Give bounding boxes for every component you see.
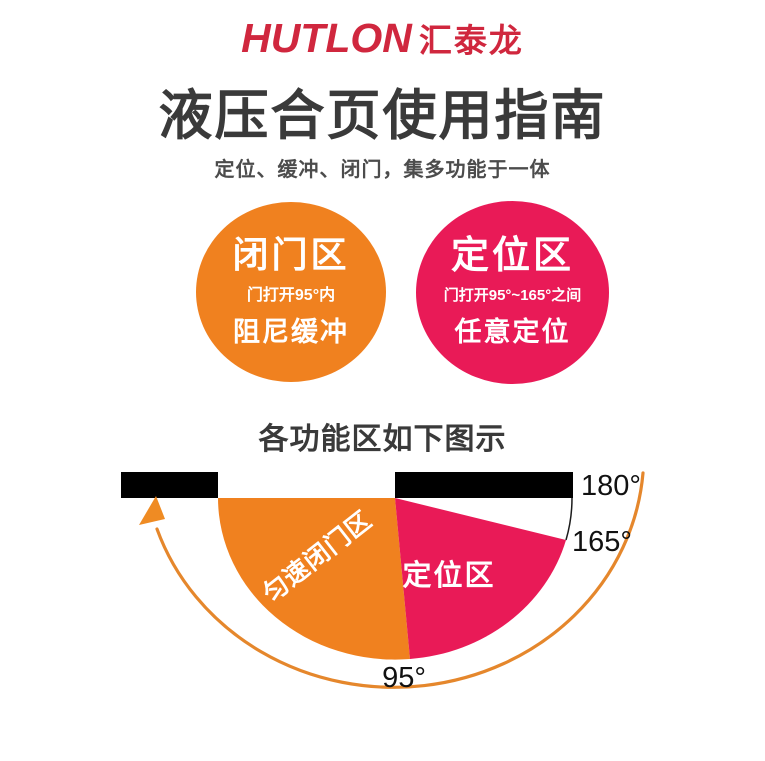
door-swing-arrowhead-icon xyxy=(139,496,165,525)
door-swing-arc xyxy=(155,471,645,689)
door-bar-right xyxy=(395,472,573,498)
brand-logo: HUTLON 汇泰龙 xyxy=(0,18,765,59)
closing-zone-badge: 闭门区 门打开95°内 阻尼缓冲 xyxy=(196,202,386,382)
closing-zone-range: 门打开95°内 xyxy=(246,287,336,305)
free-sliver-arc xyxy=(565,497,573,541)
closing-zone-name: 闭门区 xyxy=(232,233,350,275)
positioning-sector-label: 定位区 xyxy=(402,558,495,592)
positioning-zone-sector xyxy=(395,498,566,659)
angle-label-95: 95° xyxy=(382,662,426,694)
closing-zone-feature: 阻尼缓冲 xyxy=(233,317,349,348)
brand-logo-cjk: 汇泰龙 xyxy=(418,21,524,59)
function-zones-diagram: 180° 165° 95° 定位区 匀速闭门区 xyxy=(121,470,645,694)
brand-logo-latin: HUTLON xyxy=(241,15,412,61)
positioning-zone-feature: 任意定位 xyxy=(454,317,571,348)
angle-label-180: 180° xyxy=(581,470,641,502)
closing-zone-sector xyxy=(218,498,410,660)
page-subtitle: 定位、缓冲、闭门，集多功能于一体 xyxy=(214,159,551,181)
positioning-zone-name: 定位区 xyxy=(450,234,574,277)
diagram-heading: 各功能区如下图示 xyxy=(258,423,507,456)
angle-label-165: 165° xyxy=(572,526,632,558)
door-bar-left xyxy=(121,472,218,498)
page-title: 液压合页使用指南 xyxy=(158,86,607,146)
positioning-zone-range: 门打开95°~165°之间 xyxy=(443,287,582,305)
positioning-zone-badge: 定位区 门打开95°~165°之间 任意定位 xyxy=(416,201,609,384)
